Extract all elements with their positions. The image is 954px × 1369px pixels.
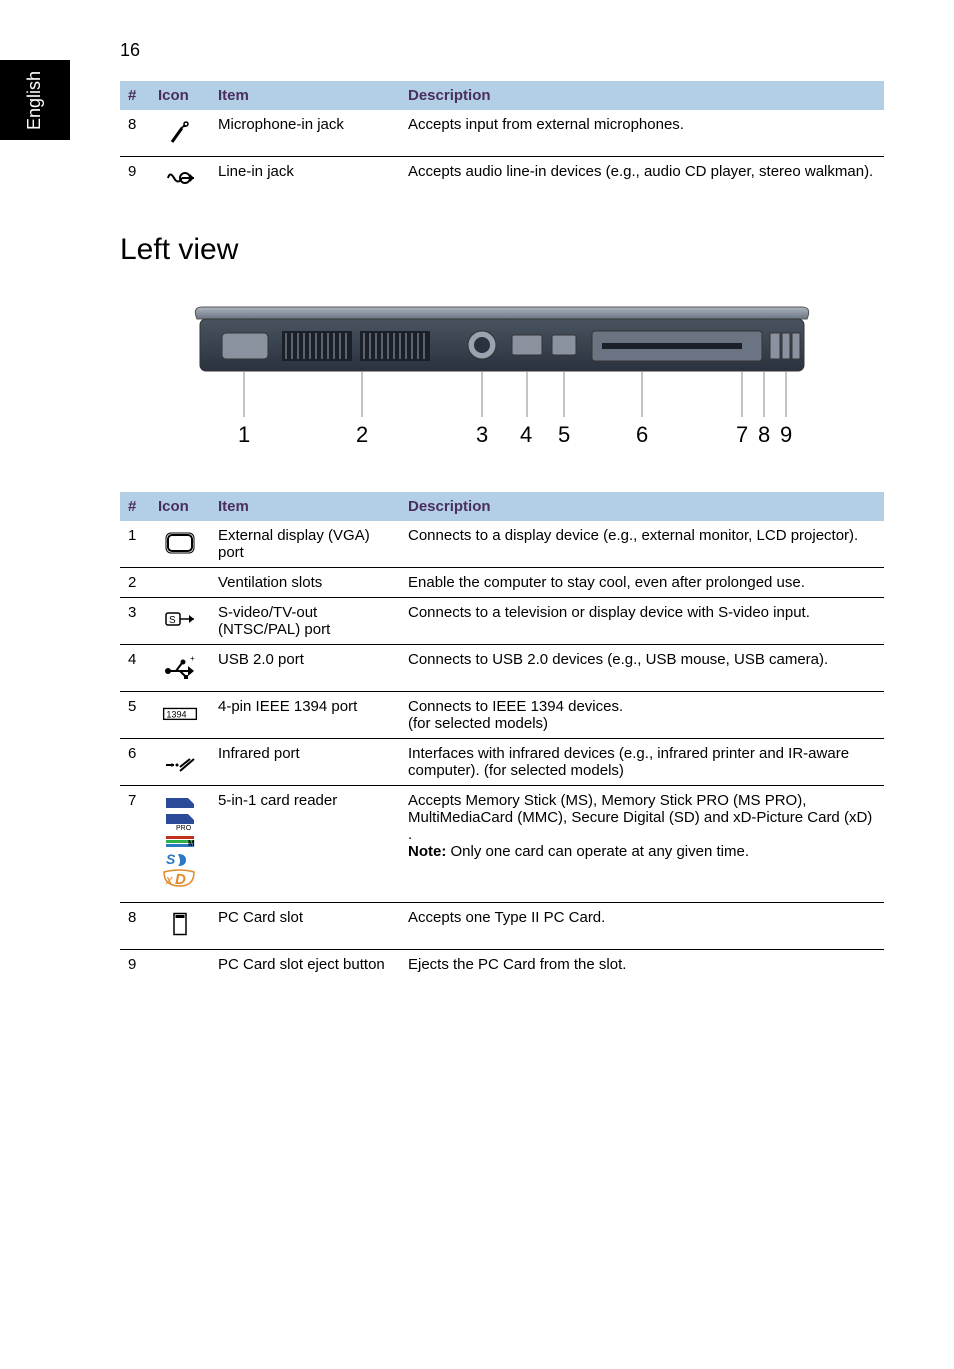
table-row: 5 1394 4-pin IEEE 1394 port Connects to … — [120, 692, 884, 739]
row-desc: Accepts one Type II PC Card. — [400, 903, 884, 950]
diagram-label: 3 — [476, 422, 488, 447]
row-item: Microphone-in jack — [210, 110, 400, 157]
row-desc: Interfaces with infrared devices (e.g., … — [400, 739, 884, 786]
bottom-spec-table: # Icon Item Description 1 External displ… — [120, 492, 884, 979]
diagram-label: 4 — [520, 422, 532, 447]
language-tab: English — [0, 60, 70, 140]
th-item: Item — [210, 492, 400, 521]
table-row: 9 Line-in jack Accepts audio line-in dev… — [120, 157, 884, 204]
top-spec-table: # Icon Item Description 8 Microphone-in … — [120, 81, 884, 203]
table-row: 8 Microphone-in jack Accepts input from … — [120, 110, 884, 157]
vga-icon — [150, 521, 210, 568]
row-item: PC Card slot — [210, 903, 400, 950]
row-item: Ventilation slots — [210, 568, 400, 598]
row-item: USB 2.0 port — [210, 645, 400, 692]
th-desc: Description — [400, 81, 884, 110]
row-num: 5 — [120, 692, 150, 739]
th-icon: Icon — [150, 492, 210, 521]
th-icon: Icon — [150, 81, 210, 110]
diagram-label: 5 — [558, 422, 570, 447]
table-row: 1 External display (VGA) port Connects t… — [120, 521, 884, 568]
row-desc: Connects to IEEE 1394 devices. (for sele… — [400, 692, 884, 739]
row-desc: Ejects the PC Card from the slot. — [400, 950, 884, 980]
blank-icon — [150, 950, 210, 980]
row-item: S-video/TV-out (NTSC/PAL) port — [210, 598, 400, 645]
note-label: Note: — [408, 843, 446, 860]
diagram-label: 8 — [758, 422, 770, 447]
th-num: # — [120, 81, 150, 110]
th-item: Item — [210, 81, 400, 110]
svideo-icon: S — [150, 598, 210, 645]
table-row: 7 PRO — [120, 786, 884, 903]
page-number: 16 — [120, 40, 884, 61]
svg-text:S: S — [169, 615, 176, 626]
blank-icon — [150, 568, 210, 598]
svg-text:PRO: PRO — [176, 825, 192, 832]
svg-text:S: S — [166, 851, 176, 867]
row-desc: Connects to a television or display devi… — [400, 598, 884, 645]
row-item: Line-in jack — [210, 157, 400, 204]
desc-main: Accepts Memory Stick (MS), Memory Stick … — [408, 792, 872, 843]
left-view-diagram: 1 2 3 4 5 6 7 8 9 — [120, 287, 884, 472]
diagram-label: 1 — [238, 422, 250, 447]
usb-icon: + — [150, 645, 210, 692]
table-row: 3 S S-video/TV-out (NTSC/PAL) port Conne… — [120, 598, 884, 645]
row-desc: Connects to a display device (e.g., exte… — [400, 521, 884, 568]
row-item: 5-in-1 card reader — [210, 786, 400, 903]
row-num: 8 — [120, 903, 150, 950]
table-row: 4 + USB 2.0 port Connects to USB 2.0 dev… — [120, 645, 884, 692]
row-num: 9 — [120, 950, 150, 980]
row-num: 9 — [120, 157, 150, 204]
table-row: 2 Ventilation slots Enable the computer … — [120, 568, 884, 598]
diagram-label: 7 — [736, 422, 748, 447]
row-item: Infrared port — [210, 739, 400, 786]
row-num: 3 — [120, 598, 150, 645]
row-desc: Connects to USB 2.0 devices (e.g., USB m… — [400, 645, 884, 692]
svg-text:M: M — [188, 839, 195, 848]
row-num: 8 — [120, 110, 150, 157]
th-num: # — [120, 492, 150, 521]
infrared-icon — [150, 739, 210, 786]
table-row: 6 Infrared port Interfaces with infrared… — [120, 739, 884, 786]
svg-text:1394: 1394 — [166, 710, 186, 720]
row-desc: Accepts audio line-in devices (e.g., aud… — [400, 157, 884, 204]
diagram-label: 6 — [636, 422, 648, 447]
th-desc: Description — [400, 492, 884, 521]
row-desc: Enable the computer to stay cool, even a… — [400, 568, 884, 598]
section-title: Left view — [120, 233, 884, 267]
row-desc: Accepts input from external microphones. — [400, 110, 884, 157]
cardreader-icon: PRO M S x D — [150, 786, 210, 903]
row-num: 6 — [120, 739, 150, 786]
row-num: 2 — [120, 568, 150, 598]
linein-icon — [150, 157, 210, 204]
mic-icon — [150, 110, 210, 157]
ieee1394-icon: 1394 — [150, 692, 210, 739]
diagram-label: 9 — [780, 422, 792, 447]
row-item: External display (VGA) port — [210, 521, 400, 568]
row-num: 4 — [120, 645, 150, 692]
note-text: Only one card can operate at any given t… — [446, 843, 749, 860]
row-item: 4-pin IEEE 1394 port — [210, 692, 400, 739]
page: English 16 # Icon Item Description 8 — [0, 0, 954, 1049]
language-label: English — [24, 70, 45, 129]
svg-text:+: + — [190, 654, 195, 663]
row-num: 7 — [120, 786, 150, 903]
table-row: 8 PC Card slot Accepts one Type II PC Ca… — [120, 903, 884, 950]
table-row: 9 PC Card slot eject button Ejects the P… — [120, 950, 884, 980]
row-item: PC Card slot eject button — [210, 950, 400, 980]
pccard-icon — [150, 903, 210, 950]
diagram-label: 2 — [356, 422, 368, 447]
row-desc: Accepts Memory Stick (MS), Memory Stick … — [400, 786, 884, 903]
row-num: 1 — [120, 521, 150, 568]
